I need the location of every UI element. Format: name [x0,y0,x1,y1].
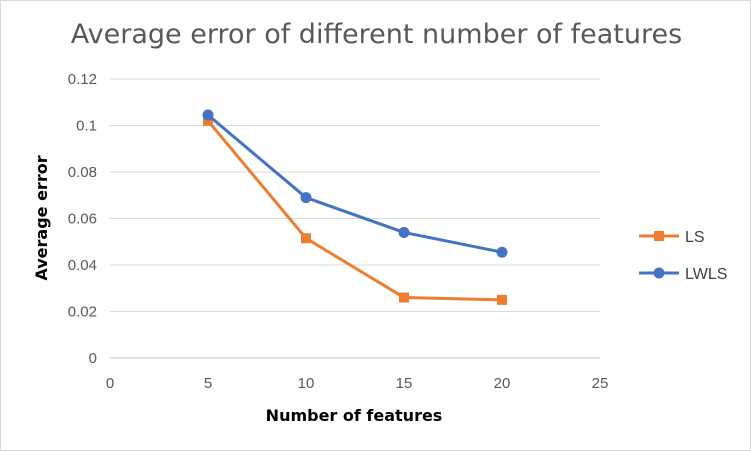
legend-item-ls: LS [639,229,705,246]
y-axis-title: Average error [32,155,51,280]
data-point-ls [497,294,507,305]
data-point-ls [203,115,213,126]
y-tick-label: 0.08 [68,164,97,181]
legend-marker [654,231,664,241]
series-line-lwls [207,113,503,254]
y-tick-label: 0 [89,350,97,367]
x-tick-labels: 0 5 10 15 20 25 [106,375,609,392]
series-line-ls [206,119,503,302]
data-point-lwls [398,226,410,238]
x-tick-label: 0 [106,375,114,392]
x-tick-label: 5 [204,375,212,392]
x-tick-label: 25 [592,375,609,392]
x-tick-label: 15 [396,375,413,392]
y-tick-labels: 0 0.02 0.04 0.06 0.08 0.1 0.12 [68,71,97,367]
y-tick-label: 0.1 [76,118,97,135]
y-tick-label: 0.12 [68,71,97,88]
x-tick-label: 10 [298,375,315,392]
y-tick-label: 0.04 [68,257,97,274]
data-point-ls [301,233,311,244]
y-tick-label: 0.02 [68,304,97,321]
data-point-lwls [300,192,312,204]
x-axis-title: Number of features [266,406,443,425]
data-point-lwls [202,109,214,121]
legend: LS LWLS [639,229,727,283]
gridlines [110,78,600,359]
legend-marker [653,267,665,279]
data-point-ls [399,292,409,303]
legend-item-lwls: LWLS [639,266,727,283]
chart-title: Average error of different number of fea… [70,19,683,50]
series-layer [202,109,508,305]
x-tick-label: 20 [494,375,511,392]
y-tick-label: 0.06 [68,211,97,228]
legend-label: LWLS [685,266,727,283]
data-point-lwls [496,246,508,258]
legend-label: LS [685,229,705,246]
